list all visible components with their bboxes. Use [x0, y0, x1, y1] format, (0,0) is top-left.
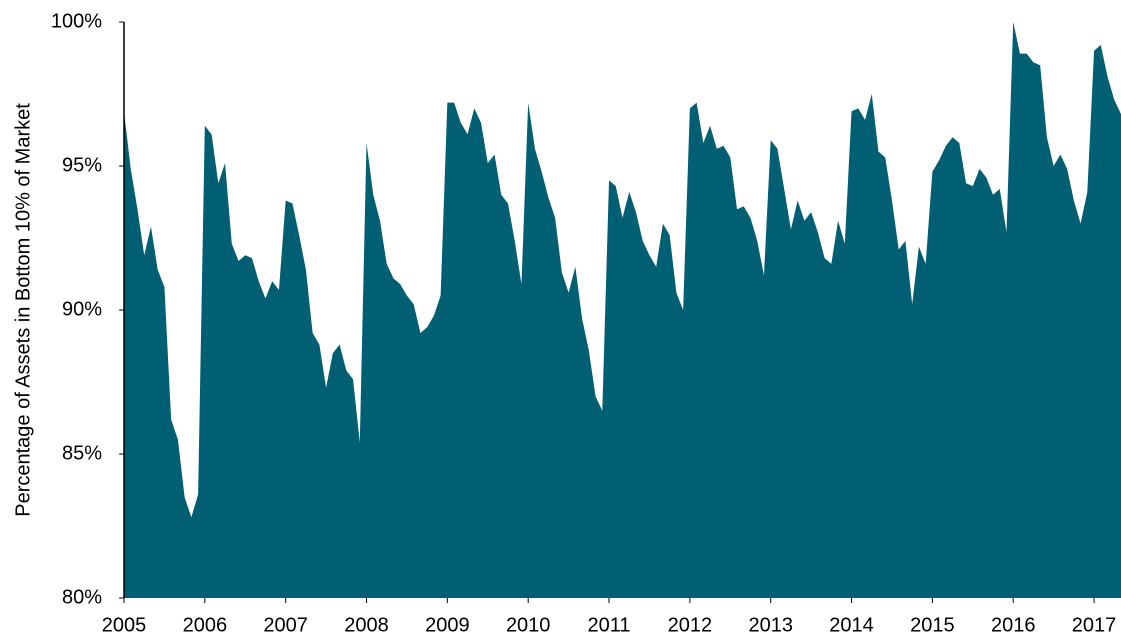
y-tick-label: 85% [62, 442, 102, 464]
x-tick-label: 2015 [910, 614, 955, 636]
y-tick-label: 100% [51, 10, 102, 32]
x-tick-label: 2008 [344, 614, 389, 636]
x-tick-label: 2012 [668, 614, 713, 636]
x-tick-label: 2016 [991, 614, 1036, 636]
y-tick-label: 95% [62, 154, 102, 176]
x-tick-label: 2006 [183, 614, 228, 636]
y-tick-label: 80% [62, 586, 102, 608]
x-tick-label: 2007 [263, 614, 308, 636]
x-tick-label: 2010 [506, 614, 551, 636]
y-tick-label: 90% [62, 298, 102, 320]
x-tick-label: 2011 [588, 614, 631, 636]
x-tick-label: 2017 [1072, 614, 1117, 636]
x-tick-label: 2009 [425, 614, 470, 636]
area [124, 22, 1121, 598]
x-tick-label: 2013 [748, 614, 793, 636]
x-tick-label: 2014 [829, 614, 874, 636]
x-tick-label: 2005 [102, 614, 147, 636]
y-axis-label: Percentage of Assets in Bottom 10% of Ma… [12, 103, 34, 517]
